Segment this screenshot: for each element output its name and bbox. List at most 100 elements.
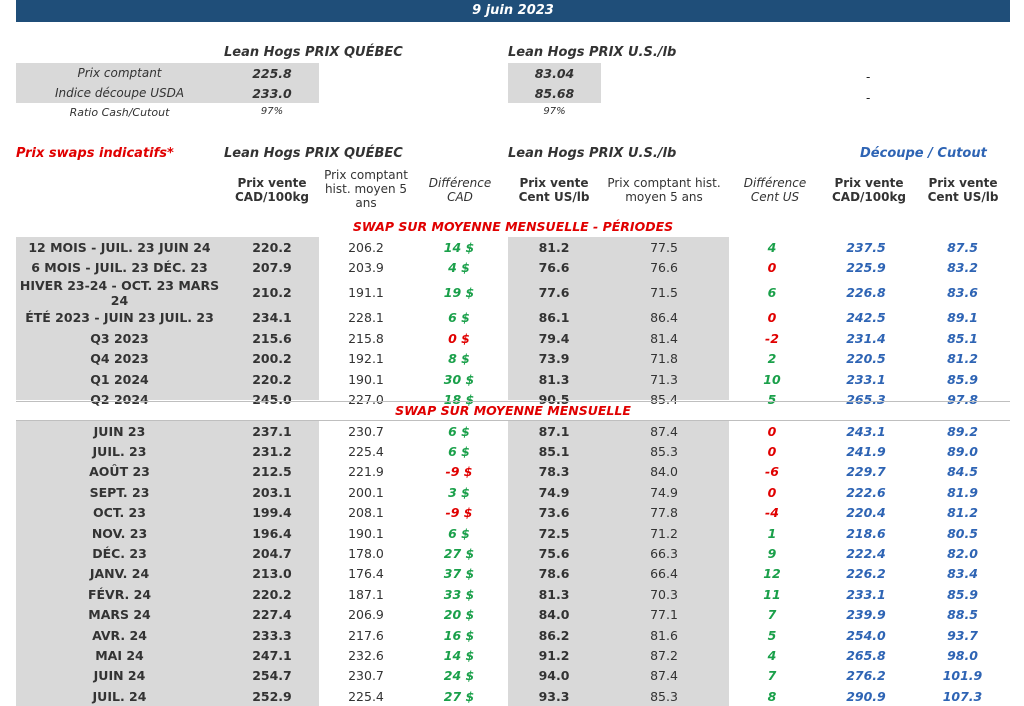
us-ratio-value: 97% (543, 106, 566, 117)
us-diff: -6 (765, 464, 779, 480)
qc-price: 245.0 (252, 392, 292, 408)
cut-us: 85.9 (947, 371, 978, 387)
cut-cad: 237.5 (846, 239, 886, 255)
us-hist: 71.2 (650, 525, 678, 541)
qc-hist: 217.6 (348, 627, 384, 643)
table-row: AVR. 24 233.3 217.6 16 $ 86.2 81.6 5 254.0 93.7 (16, 625, 1010, 645)
us-hist: 81.4 (650, 330, 678, 346)
us-price: 77.6 (538, 285, 570, 301)
cut-cad: 220.4 (846, 505, 886, 521)
cut-us: 82.0 (947, 546, 978, 562)
cut-us: 81.2 (947, 505, 978, 521)
qc-price: 247.1 (252, 647, 292, 663)
divider-1 (16, 401, 1010, 402)
qc-price: 203.1 (252, 484, 292, 500)
qc-hist: 190.1 (348, 525, 384, 541)
qc-diff: 6 $ (448, 423, 470, 439)
qc-hist: 227.0 (348, 392, 384, 408)
qc-hist: 208.1 (348, 505, 384, 521)
us-price: 85.1 (538, 444, 570, 460)
table-row: DÉC. 23 204.7 178.0 27 $ 75.6 66.3 9 222.4 82.0 (16, 543, 1010, 563)
cut-us: 83.6 (947, 285, 978, 301)
periods-grey-left (16, 237, 319, 400)
cut-us: 89.2 (947, 423, 978, 439)
months-table: JUIN 23 237.1 230.7 6 $87.1 87.4 0 243.1 89.2 JU… (16, 421, 1010, 706)
us-hist: 77.5 (650, 239, 678, 255)
qc-diff: 18 $ (443, 392, 475, 408)
row-label: NOV. 23 (91, 525, 148, 541)
col-cut-cad: Prix vente CAD/100kg (831, 176, 907, 204)
us-price: 75.6 (538, 546, 570, 562)
us-hist: 86.4 (650, 310, 678, 326)
cut-cad: 233.1 (846, 586, 886, 602)
cut-us: 89.0 (947, 444, 978, 460)
us-diff: -2 (765, 330, 779, 346)
qc-diff: 30 $ (443, 371, 475, 387)
cut-cad: 241.9 (846, 444, 886, 460)
qc-diff: 16 $ (443, 627, 475, 643)
cut-cad: 225.9 (846, 260, 886, 276)
table-row: FÉVR. 24 220.2 187.1 33 $ 81.3 70.3 11 233.1 85.… (16, 584, 1010, 604)
us-diff: 7 (767, 668, 777, 684)
us-diff: 11 (763, 586, 781, 602)
row-label: FÉVR. 24 (87, 586, 152, 602)
us-price: 79.4 (538, 330, 570, 346)
row-label: AVR. 24 (92, 627, 147, 643)
cut-cad: 242.5 (846, 310, 886, 326)
cut-cad: 243.1 (846, 423, 886, 439)
us-diff: 4 (767, 239, 777, 255)
qc-diff: 14 $ (443, 239, 475, 255)
us-price: 74.9 (538, 484, 570, 500)
row-label: Q4 2023 (90, 351, 149, 367)
qc-price: 200.2 (252, 351, 292, 367)
qc-diff: 6 $ (448, 525, 470, 541)
us-hist: 77.8 (650, 505, 678, 521)
qc-hist: 206.2 (348, 239, 384, 255)
cut-us: 81.9 (947, 484, 978, 500)
table-row: HIVER 23-24 - OCT. 23 MARS 24 210.2 191.1 1… (16, 278, 1010, 308)
table-row: JUIN 24 254.7 230.7 24 $ 94.0 87.4 7 276.2 101.9 (16, 666, 1010, 686)
qc-diff: 6 $ (448, 444, 470, 460)
label-prix-comptant: Prix comptant (77, 66, 162, 80)
qc-price: 207.9 (252, 260, 292, 276)
qc-hist: 221.9 (348, 464, 384, 480)
us-diff: 8 (767, 688, 777, 704)
cut-cad: 220.5 (846, 351, 886, 367)
cut-us: 98.0 (947, 647, 978, 663)
qc-hist: 232.6 (348, 647, 384, 663)
qc-diff: 27 $ (443, 546, 475, 562)
qc-hist: 206.9 (348, 607, 384, 623)
cut-cad: 226.2 (846, 566, 886, 582)
periods-table: 12 MOIS - JUIL. 23 JUIN 24 220.2 206.2 14 $… (16, 237, 1010, 410)
us-diff: -4 (765, 505, 779, 521)
row-label: DÉC. 23 (92, 546, 147, 562)
cut-us: 87.5 (947, 239, 978, 255)
section-periods-title: SWAP SUR MOYENNE MENSUELLE - PÉRIODES (352, 219, 674, 234)
us-diff: 9 (767, 546, 777, 562)
qc-price: 231.2 (252, 444, 292, 460)
row-label: Q2 2024 (90, 392, 149, 408)
qc-diff: 8 $ (448, 351, 470, 367)
qc-hist: 192.1 (348, 351, 384, 367)
top-quebec-header: Lean Hogs PRIX QUÉBEC (224, 45, 403, 60)
periods-grey-right (508, 237, 729, 400)
label-indice-decoupe: Indice découpe USDA (54, 86, 185, 100)
qc-price: 233.3 (252, 627, 292, 643)
qc-cutout-value: 233.0 (252, 86, 292, 101)
us-hist: 87.2 (650, 647, 678, 663)
col-qc-diff: Différence CAD (428, 176, 492, 204)
us-hist: 71.8 (650, 351, 678, 367)
col-us-diff: Différence Cent US (743, 176, 807, 204)
qc-diff: 0 $ (448, 330, 470, 346)
qc-ratio-value: 97% (260, 106, 284, 117)
date-banner: 9 juin 2023 (16, 0, 1010, 22)
qc-price: 252.9 (252, 688, 292, 704)
cut-cad: 290.9 (846, 688, 886, 704)
us-price: 81.3 (538, 371, 570, 387)
us-hist: 70.3 (650, 586, 678, 602)
qc-price: 220.2 (252, 239, 292, 255)
table-row: OCT. 23 199.4 208.1 -9 $ 73.6 77.8 -4 220.4 81.2 (16, 503, 1010, 523)
row-label: OCT. 23 (93, 505, 146, 521)
row-label: 12 MOIS - JUIL. 23 JUIN 24 (28, 239, 211, 255)
cutout-header: Découpe / Cutout (860, 146, 987, 161)
